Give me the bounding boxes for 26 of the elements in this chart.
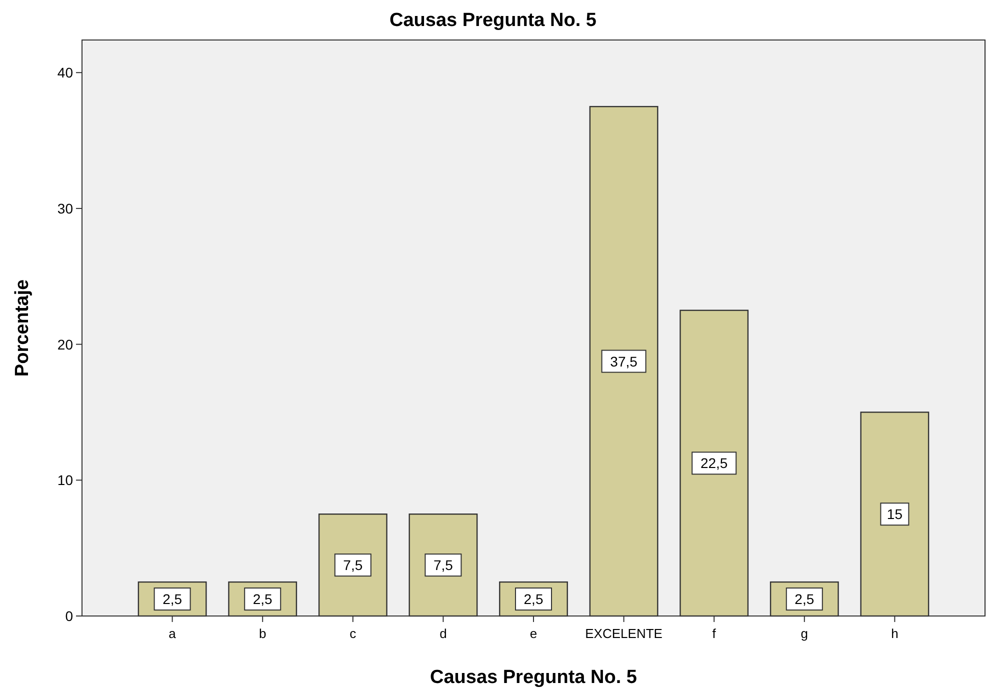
x-tick-label: b	[258, 626, 266, 641]
y-tick-label: 30	[57, 200, 74, 216]
data-label: 7,5	[343, 557, 363, 574]
x-axis-title: Causas Pregunta No. 5	[430, 667, 638, 688]
data-label: 2,5	[252, 591, 273, 608]
y-tick-label: 0	[65, 608, 74, 624]
data-label: 2,5	[162, 591, 182, 608]
data-label: 2,5	[524, 591, 544, 608]
x-tick-label: a	[168, 626, 177, 641]
x-tick-label: e	[530, 626, 538, 641]
x-tick-label: c	[350, 626, 357, 641]
y-axis-title: Porcentaje	[12, 279, 33, 377]
data-label: 2,5	[794, 591, 814, 608]
data-label: 7,5	[433, 557, 454, 574]
data-label: 15	[886, 506, 903, 522]
chart-title: Causas Pregunta No. 5	[390, 10, 597, 31]
x-tick-label: d	[440, 626, 447, 641]
y-tick-label: 40	[57, 64, 74, 81]
x-tick-label: f	[712, 626, 716, 641]
x-tick-label: h	[891, 626, 898, 641]
data-label: 22,5	[700, 455, 728, 472]
x-tick-label: EXCELENTE	[585, 626, 663, 641]
y-tick-label: 10	[57, 472, 74, 488]
data-label: 37,5	[610, 353, 638, 370]
y-tick-label: 20	[57, 336, 74, 352]
x-tick-label: g	[800, 626, 808, 641]
